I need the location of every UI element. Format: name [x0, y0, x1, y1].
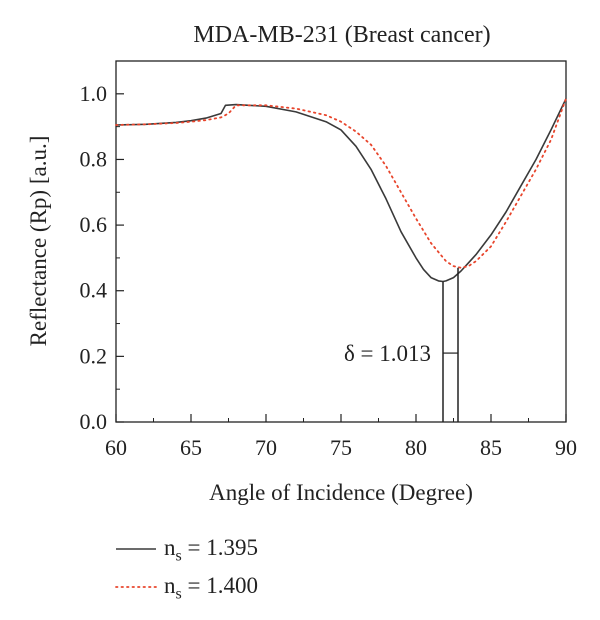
- legend-series-1-subscript: s: [175, 547, 182, 565]
- x-axis-ticks: 60 65 70 75 80 85 90: [105, 414, 577, 460]
- y-axis-ticks: 0.0 0.2 0.4 0.6 0.8 1.0: [80, 60, 124, 434]
- legend-series-1-symbol: n: [164, 535, 176, 560]
- legend-swatch-dotted: [115, 586, 157, 588]
- legend-label-series-1: ns = 1.395: [164, 532, 258, 573]
- legend-series-1-value: = 1.395: [181, 535, 258, 560]
- plot-frame: [115, 60, 567, 423]
- x-tick-label: 85: [480, 435, 502, 460]
- y-tick-label: 0.2: [80, 343, 108, 368]
- delta-annotation: δ = 1.013: [344, 267, 459, 422]
- legend-swatch-solid: [116, 548, 156, 550]
- series-line-2: [115, 97, 567, 269]
- x-tick-label: 90: [555, 435, 577, 460]
- x-tick-label: 65: [180, 435, 202, 460]
- y-tick-label: 0.6: [80, 212, 108, 237]
- chart-title: MDA-MB-231 (Breast cancer): [193, 22, 490, 48]
- x-axis-label: Angle of Incidence (Degree): [209, 480, 473, 505]
- y-tick-label: 0.0: [80, 409, 108, 434]
- legend-series-2-value: = 1.400: [181, 573, 258, 598]
- x-tick-label: 80: [405, 435, 427, 460]
- legend-entry-series-2: ns = 1.400: [112, 570, 412, 608]
- x-tick-label: 75: [330, 435, 352, 460]
- series-layer: [115, 97, 567, 283]
- series-line-1: [115, 98, 567, 283]
- y-tick-label: 0.4: [80, 278, 108, 303]
- x-tick-label: 60: [105, 435, 127, 460]
- y-tick-label: 1.0: [80, 81, 108, 106]
- legend-series-2-symbol: n: [164, 573, 176, 598]
- x-tick-label: 70: [255, 435, 277, 460]
- delta-label: δ = 1.013: [344, 341, 431, 366]
- legend: ns = 1.395 ns = 1.400: [112, 532, 412, 608]
- legend-series-2-subscript: s: [175, 585, 182, 603]
- legend-label-series-2: ns = 1.400: [164, 570, 258, 611]
- legend-entry-series-1: ns = 1.395: [112, 532, 412, 570]
- y-tick-label: 0.8: [80, 146, 108, 171]
- y-axis-label: Reflectance (Rp) [a.u.]: [26, 136, 51, 347]
